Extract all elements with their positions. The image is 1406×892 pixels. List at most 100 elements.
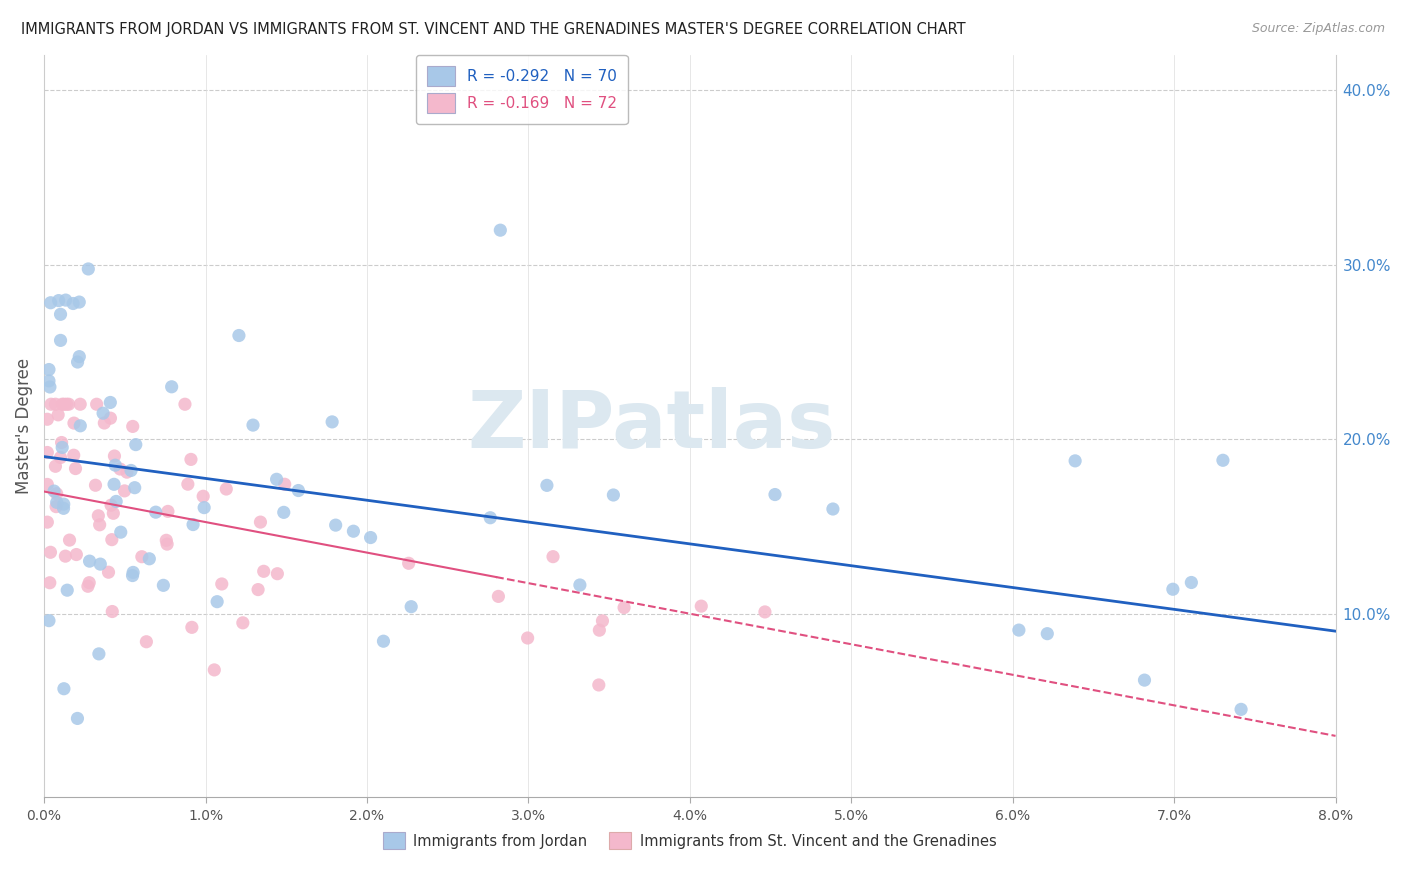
- Point: [114, 483, 136, 498]
- Point: [69, 397, 91, 411]
- Point: [38, 380, 60, 394]
- Point: [39, 397, 62, 411]
- Point: [67, 350, 90, 364]
- Point: [211, 577, 233, 591]
- Point: [110, 525, 132, 540]
- Point: [138, 551, 160, 566]
- Point: [65, 548, 87, 562]
- Text: IMMIGRANTS FROM JORDAN VS IMMIGRANTS FROM ST. VINCENT AND THE GRENADINES MASTER': IMMIGRANTS FROM JORDAN VS IMMIGRANTS FRO…: [21, 22, 966, 37]
- Point: [37, 515, 59, 529]
- Point: [67, 295, 90, 310]
- Point: [541, 549, 564, 564]
- Point: [101, 533, 124, 547]
- Point: [53, 397, 76, 411]
- Legend: Immigrants from Jordan, Immigrants from St. Vincent and the Grenadines: Immigrants from Jordan, Immigrants from …: [375, 825, 1004, 856]
- Point: [489, 223, 512, 237]
- Point: [98, 395, 121, 409]
- Point: [87, 647, 110, 661]
- Point: [49, 334, 72, 348]
- Point: [105, 494, 128, 508]
- Point: [486, 590, 509, 604]
- Point: [342, 524, 364, 539]
- Point: [568, 578, 591, 592]
- Point: [228, 328, 250, 343]
- Point: [89, 557, 111, 571]
- Point: [232, 615, 254, 630]
- Point: [205, 595, 228, 609]
- Point: [39, 295, 62, 310]
- Point: [155, 533, 177, 548]
- Point: [62, 448, 84, 462]
- Point: [39, 545, 62, 559]
- Point: [55, 293, 77, 307]
- Point: [52, 681, 75, 696]
- Point: [398, 556, 420, 570]
- Point: [321, 415, 343, 429]
- Point: [77, 262, 100, 277]
- Point: [156, 504, 179, 518]
- Point: [536, 478, 558, 492]
- Point: [399, 599, 422, 614]
- Point: [91, 406, 114, 420]
- Point: [55, 397, 77, 411]
- Point: [1212, 453, 1234, 467]
- Point: [51, 441, 73, 455]
- Point: [588, 678, 610, 692]
- Point: [45, 495, 67, 509]
- Point: [273, 477, 295, 491]
- Point: [58, 533, 80, 547]
- Point: [754, 605, 776, 619]
- Point: [1133, 673, 1156, 687]
- Point: [65, 461, 87, 475]
- Point: [180, 452, 202, 467]
- Point: [215, 482, 238, 496]
- Point: [58, 397, 80, 411]
- Text: Source: ZipAtlas.com: Source: ZipAtlas.com: [1251, 22, 1385, 36]
- Point: [1064, 454, 1087, 468]
- Point: [122, 566, 145, 580]
- Point: [690, 599, 713, 614]
- Point: [247, 582, 270, 597]
- Point: [66, 355, 89, 369]
- Point: [131, 549, 153, 564]
- Point: [51, 435, 73, 450]
- Point: [38, 374, 60, 388]
- Point: [48, 293, 70, 308]
- Point: [103, 506, 125, 520]
- Point: [135, 634, 157, 648]
- Point: [84, 478, 107, 492]
- Point: [51, 397, 73, 411]
- Point: [108, 462, 131, 476]
- Point: [124, 481, 146, 495]
- Point: [44, 459, 66, 474]
- Point: [1161, 582, 1184, 597]
- Point: [121, 568, 143, 582]
- Point: [202, 663, 225, 677]
- Point: [266, 566, 288, 581]
- Point: [120, 463, 142, 477]
- Point: [125, 437, 148, 451]
- Point: [242, 418, 264, 433]
- Point: [100, 498, 122, 512]
- Point: [42, 484, 65, 499]
- Point: [763, 487, 786, 501]
- Point: [174, 397, 197, 411]
- Point: [152, 578, 174, 592]
- Point: [89, 517, 111, 532]
- Point: [56, 583, 79, 598]
- Point: [77, 579, 100, 593]
- Point: [266, 472, 288, 486]
- Point: [156, 537, 179, 551]
- Point: [1008, 623, 1031, 637]
- Point: [325, 518, 347, 533]
- Point: [516, 631, 538, 645]
- Point: [602, 488, 624, 502]
- Point: [181, 517, 204, 532]
- Point: [101, 605, 124, 619]
- Point: [69, 418, 91, 433]
- Point: [87, 508, 110, 523]
- Point: [121, 419, 143, 434]
- Point: [86, 397, 108, 411]
- Point: [97, 565, 120, 579]
- Point: [193, 489, 215, 503]
